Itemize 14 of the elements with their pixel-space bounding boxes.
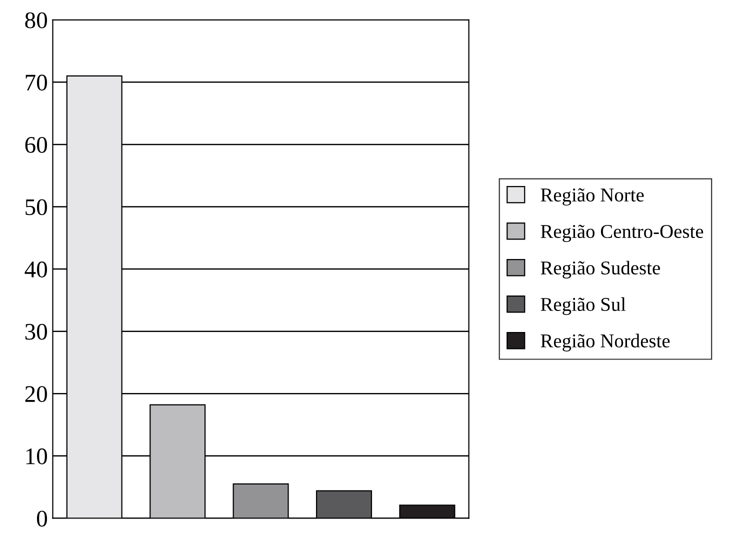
y-tick-label: 60 [25, 136, 47, 153]
y-tick-label: 50 [26, 199, 47, 216]
y-tick-label: 20 [25, 386, 47, 402]
y-tick-label: 30 [25, 324, 47, 340]
legend-label: Região Centro-Oeste [540, 224, 704, 242]
legend-label: Região Norte [540, 188, 644, 206]
legend-label: Região Nordeste [540, 334, 670, 352]
legend-label: Região Sudeste [540, 260, 660, 279]
y-tick-label: 0 [36, 510, 47, 527]
y-tick-label: 10 [26, 448, 47, 464]
y-tick-label: 80 [25, 12, 47, 28]
y-tick-label: 70 [26, 74, 47, 91]
legend-label: Região Sul [540, 297, 626, 315]
y-tick-label: 40 [24, 262, 47, 278]
